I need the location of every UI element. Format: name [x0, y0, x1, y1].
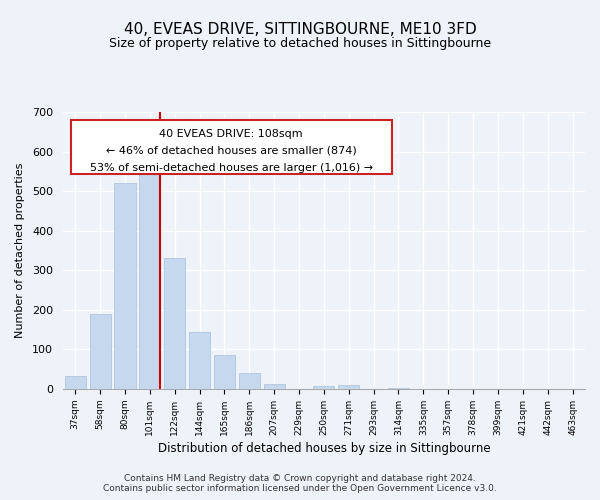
- Text: 40, EVEAS DRIVE, SITTINGBOURNE, ME10 3FD: 40, EVEAS DRIVE, SITTINGBOURNE, ME10 3FD: [124, 22, 476, 38]
- Text: Contains public sector information licensed under the Open Government Licence v3: Contains public sector information licen…: [103, 484, 497, 493]
- Bar: [115, 183, 136, 389]
- Bar: [388, 388, 409, 389]
- Bar: [89, 314, 110, 389]
- Bar: [313, 386, 334, 389]
- Text: 40 EVEAS DRIVE: 108sqm: 40 EVEAS DRIVE: 108sqm: [160, 128, 303, 138]
- Text: ← 46% of detached houses are smaller (874): ← 46% of detached houses are smaller (87…: [106, 146, 356, 156]
- FancyBboxPatch shape: [71, 120, 392, 174]
- Bar: [263, 384, 285, 389]
- Bar: [65, 376, 86, 389]
- Bar: [164, 258, 185, 389]
- Bar: [338, 385, 359, 389]
- Y-axis label: Number of detached properties: Number of detached properties: [15, 163, 25, 338]
- Bar: [239, 373, 260, 389]
- Bar: [139, 168, 160, 389]
- Bar: [189, 332, 210, 389]
- Bar: [214, 354, 235, 389]
- X-axis label: Distribution of detached houses by size in Sittingbourne: Distribution of detached houses by size …: [158, 442, 490, 455]
- Text: 53% of semi-detached houses are larger (1,016) →: 53% of semi-detached houses are larger (…: [89, 163, 373, 173]
- Text: Size of property relative to detached houses in Sittingbourne: Size of property relative to detached ho…: [109, 38, 491, 51]
- Text: Contains HM Land Registry data © Crown copyright and database right 2024.: Contains HM Land Registry data © Crown c…: [124, 474, 476, 483]
